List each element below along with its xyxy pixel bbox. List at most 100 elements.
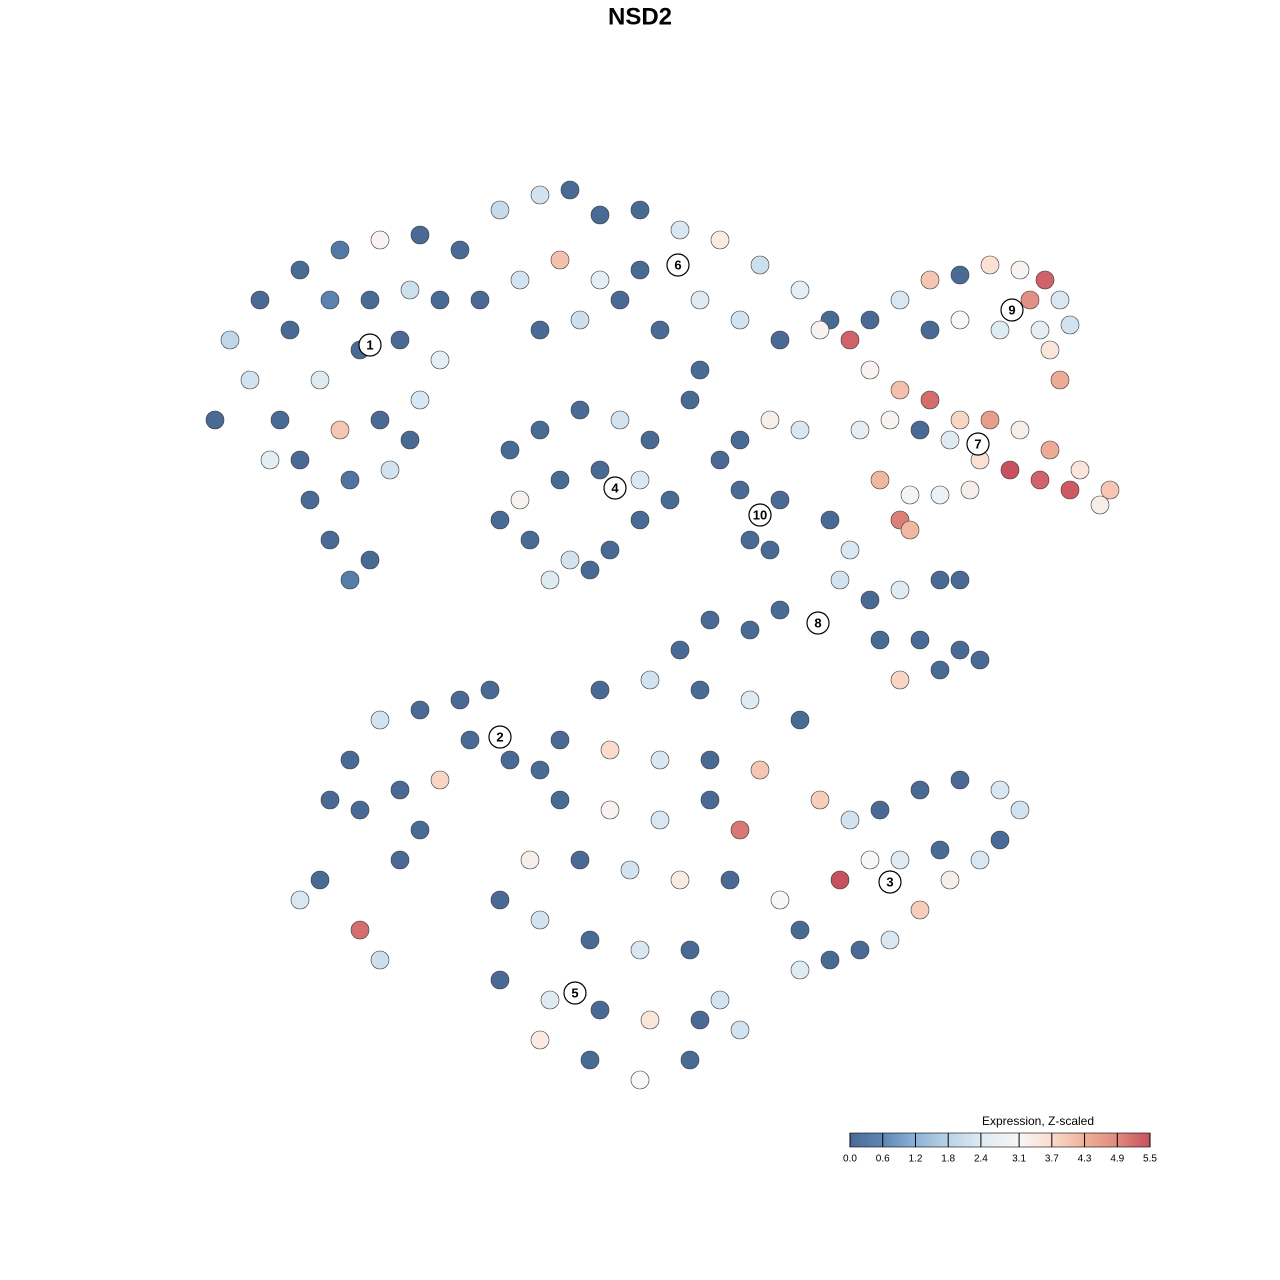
cell-point: [730, 820, 750, 840]
cell-point: [630, 470, 650, 490]
cell-point: [320, 290, 340, 310]
cell-point: [720, 870, 740, 890]
cell-point: [320, 790, 340, 810]
cell-point: [810, 790, 830, 810]
cell-point: [1010, 420, 1030, 440]
cell-point: [480, 680, 500, 700]
cell-point: [730, 480, 750, 500]
colorbar-tick-label: 4.9: [1110, 1154, 1124, 1165]
cell-point: [590, 460, 610, 480]
cell-point: [390, 850, 410, 870]
colorbar-title: Expression, Z-scaled: [982, 1114, 1094, 1128]
cell-point: [1100, 480, 1120, 500]
cell-point: [740, 690, 760, 710]
cell-point: [830, 570, 850, 590]
cell-point: [410, 820, 430, 840]
cell-point: [900, 520, 920, 540]
cell-point: [730, 1020, 750, 1040]
cell-point: [350, 920, 370, 940]
cell-point: [1060, 480, 1080, 500]
cell-point: [310, 870, 330, 890]
cell-point: [850, 940, 870, 960]
cell-point: [900, 485, 920, 505]
cell-point: [890, 380, 910, 400]
cell-point: [770, 890, 790, 910]
cell-point: [860, 360, 880, 380]
cluster-label-badge: [1000, 298, 1024, 322]
cell-point: [930, 570, 950, 590]
cell-point: [430, 350, 450, 370]
cluster-label-badge: [806, 611, 830, 635]
cell-point: [410, 700, 430, 720]
cell-point: [630, 940, 650, 960]
cell-point: [730, 310, 750, 330]
cell-point: [560, 550, 580, 570]
cell-point: [410, 390, 430, 410]
cell-point: [700, 610, 720, 630]
cell-point: [940, 870, 960, 890]
cluster-label: 7: [974, 436, 981, 451]
cell-point: [910, 900, 930, 920]
cell-point: [470, 290, 490, 310]
cell-point: [680, 940, 700, 960]
cell-point: [920, 390, 940, 410]
cell-point: [930, 660, 950, 680]
cell-point: [680, 1050, 700, 1070]
cluster-label: 10: [753, 507, 767, 522]
cell-point: [330, 420, 350, 440]
cell-point: [490, 970, 510, 990]
cluster-label: 1: [366, 337, 373, 352]
cell-point: [690, 680, 710, 700]
cell-point: [590, 1000, 610, 1020]
colorbar-tick-label: 0.6: [876, 1154, 890, 1165]
cell-point: [710, 230, 730, 250]
cell-point: [980, 255, 1000, 275]
cell-point: [590, 680, 610, 700]
cell-point: [490, 510, 510, 530]
colorbar-tick-label: 3.7: [1045, 1154, 1059, 1165]
cell-point: [270, 410, 290, 430]
cell-point: [290, 260, 310, 280]
cell-point: [690, 290, 710, 310]
cell-point: [890, 290, 910, 310]
cell-point: [240, 370, 260, 390]
cell-point: [950, 640, 970, 660]
cell-point: [730, 430, 750, 450]
cell-point: [430, 290, 450, 310]
cell-point: [610, 290, 630, 310]
cell-point: [340, 570, 360, 590]
colorbar-tick-label: 2.4: [974, 1154, 988, 1165]
cell-point: [860, 310, 880, 330]
cell-point: [980, 410, 1000, 430]
cell-point: [570, 400, 590, 420]
cell-point: [700, 750, 720, 770]
cell-point: [870, 800, 890, 820]
cell-point: [640, 430, 660, 450]
cell-point: [450, 690, 470, 710]
cell-point: [920, 270, 940, 290]
cell-point: [640, 670, 660, 690]
cluster-label: 6: [674, 257, 681, 272]
cell-point: [790, 420, 810, 440]
cell-point: [250, 290, 270, 310]
cell-point: [910, 630, 930, 650]
cluster-label-badge: [666, 253, 690, 277]
cluster-label: 5: [571, 985, 578, 1000]
cluster-label-badge: [488, 725, 512, 749]
cell-point: [890, 850, 910, 870]
cell-point: [870, 470, 890, 490]
cell-point: [1070, 460, 1090, 480]
cell-point: [290, 890, 310, 910]
cell-point: [220, 330, 240, 350]
cell-point: [500, 750, 520, 770]
cell-point: [700, 790, 720, 810]
cell-point: [840, 330, 860, 350]
cell-point: [570, 850, 590, 870]
cell-point: [320, 530, 340, 550]
cell-point: [340, 750, 360, 770]
cell-point: [670, 640, 690, 660]
cell-point: [860, 850, 880, 870]
cell-point: [1040, 440, 1060, 460]
cell-point: [360, 290, 380, 310]
